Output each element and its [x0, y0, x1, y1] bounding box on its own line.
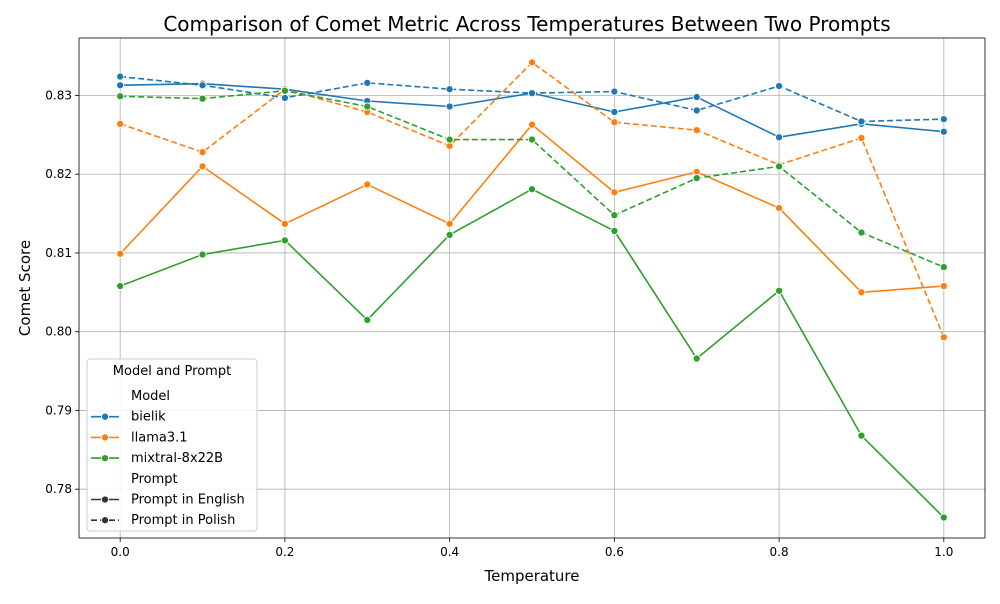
legend-title: Model and Prompt: [113, 364, 231, 379]
data-point: [610, 211, 619, 220]
plot-area-frame: [78, 37, 986, 539]
x-axis-title: Temperature: [483, 567, 579, 585]
data-point: [775, 286, 784, 295]
data-point: [939, 513, 948, 522]
data-point: [939, 115, 948, 124]
legend-swatch-marker: [100, 433, 110, 442]
x-tick-label: 0.2: [275, 545, 294, 559]
series-llama3-1-english: [116, 120, 948, 297]
legend-entry-model: mixtral-8x22B: [131, 451, 223, 466]
data-point: [116, 81, 125, 90]
data-point: [939, 333, 948, 342]
data-point: [857, 133, 866, 143]
data-point: [857, 288, 866, 297]
data-point: [116, 92, 125, 101]
legend-swatch-marker: [100, 412, 110, 421]
series-bielik-polish: [116, 72, 948, 126]
data-point: [198, 94, 207, 103]
data-point: [775, 162, 784, 171]
y-tick-label: 0.82: [45, 167, 72, 181]
data-point: [610, 107, 619, 117]
data-point: [445, 85, 454, 94]
data-point: [610, 226, 619, 235]
data-point: [116, 281, 125, 291]
data-point: [116, 72, 125, 81]
data-point: [445, 102, 454, 111]
data-point: [775, 133, 784, 142]
data-point: [445, 135, 454, 144]
data-point: [692, 126, 701, 135]
data-point: [527, 185, 537, 194]
series-mixtral-8x22b-polish: [116, 86, 948, 272]
data-point: [363, 180, 372, 189]
data-point: [857, 431, 866, 440]
data-point: [198, 250, 207, 259]
series-line: [119, 123, 944, 294]
legend-entry-prompt: Prompt in English: [131, 493, 245, 508]
data-point: [527, 58, 537, 67]
data-point: [116, 249, 125, 258]
x-tick-label: 0.6: [605, 545, 624, 559]
plot-series: [116, 58, 948, 522]
chart-title: Comparison of Comet Metric Across Temper…: [163, 12, 890, 36]
data-point: [610, 188, 619, 197]
legend-box: [86, 358, 258, 532]
data-point: [775, 81, 784, 91]
x-tick-label: 1.0: [934, 545, 953, 559]
data-point: [527, 120, 537, 129]
data-point: [280, 93, 289, 102]
legend: Model and Prompt Model bielik llama3.1 mixtr…: [86, 358, 258, 532]
y-tick-label: 0.80: [45, 325, 72, 339]
data-point: [939, 127, 948, 136]
data-point: [692, 106, 701, 115]
data-point: [445, 230, 454, 239]
data-point: [280, 86, 289, 95]
data-point: [610, 87, 619, 96]
legend-swatch-marker: [100, 516, 110, 525]
y-tick-label: 0.83: [45, 88, 72, 102]
x-tick-label: 0.8: [770, 545, 789, 559]
data-point: [610, 118, 619, 127]
y-tick-label: 0.79: [45, 403, 72, 417]
legend-heading-prompt: Prompt: [131, 472, 178, 487]
legend-entry-model: bielik: [131, 410, 166, 425]
y-axis-title: Comet Score: [16, 240, 34, 336]
legend-entry-prompt: Prompt in Polish: [131, 513, 235, 528]
legend-swatch-marker: [100, 454, 110, 463]
series-line: [120, 75, 944, 123]
data-point: [280, 219, 289, 228]
data-point: [527, 89, 537, 98]
data-point: [692, 93, 701, 102]
data-point: [857, 117, 866, 126]
data-point: [527, 135, 537, 144]
data-point: [363, 102, 372, 111]
data-point: [198, 162, 207, 171]
x-tick-label: 0.0: [111, 545, 130, 559]
series-llama3-1-polish: [116, 58, 948, 342]
legend-entry-model: llama3.1: [131, 430, 188, 445]
data-point: [939, 281, 948, 291]
data-point: [198, 148, 207, 157]
axis-ticks: 0.0 0.2 0.4 0.6 0.8 1.0 0.78 0.79 0.80 0.81 0.82 0.…: [45, 88, 953, 559]
data-point: [775, 204, 784, 213]
data-point: [692, 174, 701, 183]
data-point: [198, 81, 207, 90]
x-tick-label: 0.4: [440, 545, 459, 559]
y-tick-label: 0.81: [45, 246, 72, 260]
y-tick-label: 0.78: [45, 482, 72, 496]
series-mixtral-8x22b-english: [116, 185, 948, 522]
series-line: [120, 89, 945, 268]
data-point: [857, 228, 866, 237]
legend-heading-model: Model: [131, 389, 170, 404]
data-point: [692, 354, 701, 363]
data-point: [363, 315, 372, 324]
data-point: [280, 236, 289, 245]
legend-swatch-marker: [100, 495, 110, 504]
data-point: [116, 119, 125, 128]
data-point: [445, 219, 454, 228]
data-point: [939, 263, 948, 272]
data-point: [363, 78, 372, 87]
